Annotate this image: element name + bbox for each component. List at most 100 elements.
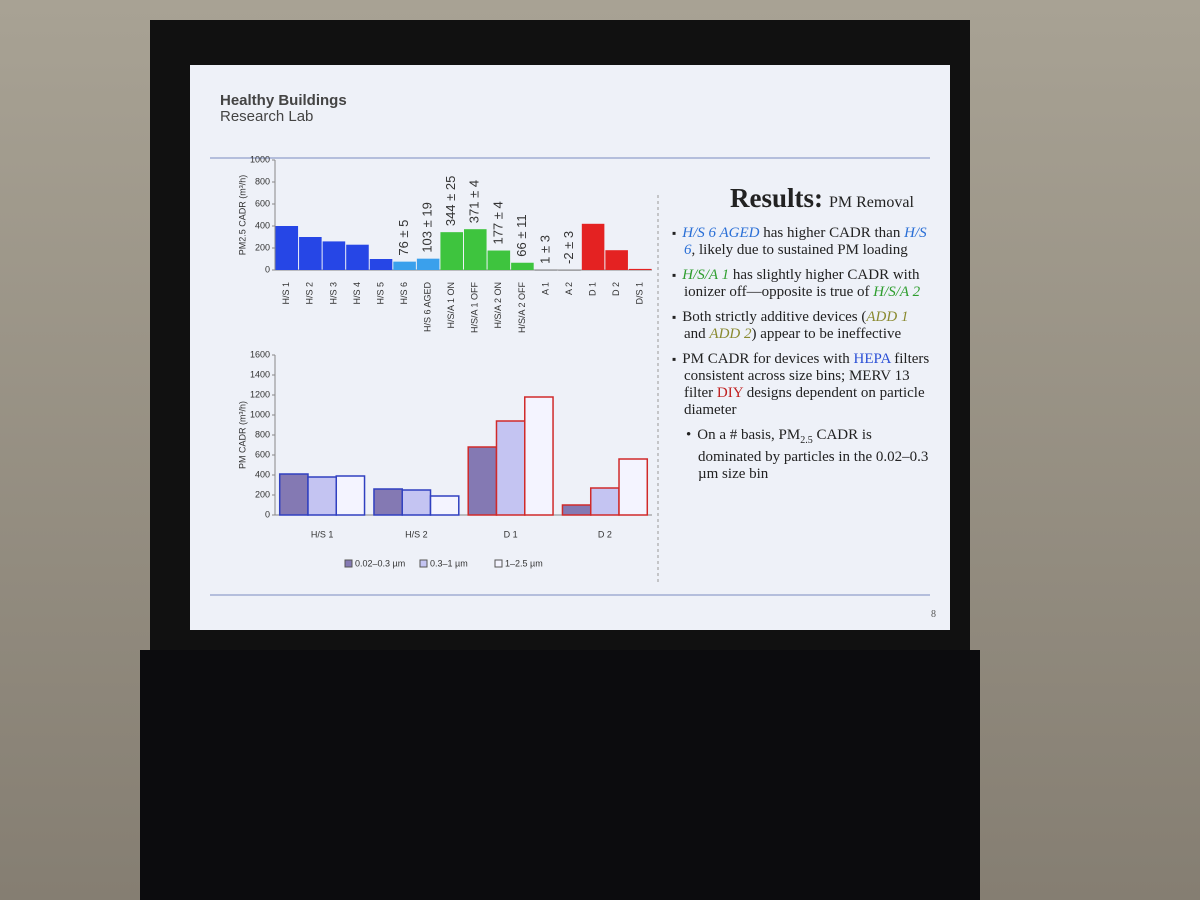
bullet-text: 2.5: [800, 435, 813, 446]
y-axis-label: PM CADR (m³/h): [237, 401, 247, 469]
bullet-text: ) appear to be ineffective: [751, 326, 902, 342]
legend-label: 0.02–0.3 µm: [355, 558, 405, 568]
title-sub: PM Removal: [829, 194, 914, 211]
bullet-text: On a # basis, PM: [697, 427, 801, 443]
x-tick-label: H/S/A 1 OFF: [470, 282, 480, 334]
bar: [628, 268, 652, 270]
y-tick-label: 0: [265, 264, 270, 274]
bullet-text: Both strictly additive devices (: [682, 309, 867, 325]
value-label: 66 ± 11: [514, 214, 529, 256]
y-axis-label: PM2.5 CADR (m³/h): [237, 175, 247, 256]
y-tick-label: 200: [255, 489, 270, 499]
bar: [369, 259, 393, 270]
bar: [275, 226, 299, 270]
bullet-text: H/S/A 1: [682, 267, 730, 283]
y-tick-label: 1400: [250, 369, 270, 379]
x-tick-label: H/S 4: [352, 282, 362, 305]
x-tick-label: A 2: [564, 282, 574, 295]
bullet-text: has higher CADR than: [759, 225, 905, 241]
x-tick-label: H/S 3: [328, 282, 338, 305]
value-label: -2 ± 3: [561, 231, 576, 264]
bullet-text: CADR is dominated by particles in the 0.…: [698, 427, 929, 482]
x-tick-label: H/S/A 2 ON: [493, 282, 503, 329]
bullet-text: PM CADR for devices with: [682, 351, 854, 367]
x-tick-label: H/S 1: [281, 282, 291, 305]
legend-swatch: [344, 559, 353, 568]
bar: [373, 488, 403, 516]
slide-title: Results: PM Removal: [730, 183, 914, 214]
bullet: H/S 6 AGED has higher CADR than H/S 6, l…: [668, 225, 930, 259]
bar: [307, 476, 338, 516]
x-tick-label: H/S/A 1 ON: [446, 282, 456, 329]
bullet-text: , likely due to sustained PM loading: [691, 242, 908, 258]
x-tick-label: D 1: [587, 282, 597, 296]
bar: [467, 446, 498, 516]
bullet-text: HEPA: [853, 351, 891, 367]
bullet: H/S/A 1 has slightly higher CADR with io…: [668, 267, 930, 301]
bar: [524, 396, 554, 516]
bar: [322, 241, 346, 270]
bar: [495, 420, 526, 516]
x-tick-label: D 2: [598, 529, 612, 539]
y-tick-label: 800: [255, 429, 270, 439]
bar: [429, 495, 460, 516]
bullet: Both strictly additive devices (ADD 1 an…: [668, 309, 930, 343]
bullet-text: H/S/A 2: [873, 284, 921, 300]
x-tick-label: H/S 5: [375, 282, 385, 305]
bar: [605, 250, 628, 270]
x-tick-label: H/S/A 2 OFF: [517, 282, 527, 334]
x-tick-label: A 1: [540, 282, 550, 295]
bullet-text: ADD 1: [866, 309, 909, 325]
value-label: 76 ± 5: [396, 220, 411, 256]
logo-line: Healthy Buildings: [220, 93, 347, 109]
x-tick-label: H/S 6: [399, 282, 409, 305]
bar: [464, 229, 487, 270]
bar: [299, 237, 322, 270]
screen-skirt: [140, 650, 980, 900]
y-tick-label: 800: [255, 176, 270, 186]
y-tick-label: 1600: [250, 349, 270, 359]
bullet-text: has slightly higher CADR with ionizer of…: [684, 267, 920, 300]
x-tick-label: H/S 2: [405, 529, 428, 539]
bar: [346, 244, 369, 270]
page-number: 8: [931, 609, 936, 620]
y-tick-label: 1000: [250, 154, 270, 164]
logo-text: Research Lab: [220, 108, 314, 125]
x-tick-label: D/S 1: [635, 282, 645, 305]
bar: [618, 458, 649, 516]
bullet-list: H/S 6 AGED has higher CADR than H/S 6, l…: [668, 225, 930, 489]
x-tick-label: H/S 2: [305, 282, 315, 305]
y-tick-label: 400: [255, 469, 270, 479]
bullet-text: designs dependent on particle diameter: [684, 385, 925, 418]
value-label: 177 ± 4: [490, 201, 505, 244]
slide: 0 200 400 600 800 1000 PM2.5 CADR (m³/h) H/S 1 H…: [190, 65, 950, 630]
y-tick-label: 1200: [250, 389, 270, 399]
bar: [534, 269, 558, 271]
y-tick-label: 400: [255, 220, 270, 230]
bar: [401, 489, 432, 516]
legend-label: 1–2.5 µm: [505, 558, 543, 568]
bullet-text: and: [684, 326, 710, 342]
bullet: PM CADR for devices with HEPA filters co…: [668, 351, 930, 419]
bar: [581, 223, 605, 270]
bar: [589, 487, 620, 516]
bullet-text: H/S 6: [684, 225, 927, 258]
bullet-text: H/S 6 AGED: [682, 225, 760, 241]
bullet: On a # basis, PM2.5 CADR is dominated by…: [668, 427, 930, 483]
legend-swatch: [419, 559, 428, 568]
bar: [558, 270, 581, 271]
title-main: Results:: [730, 183, 823, 213]
value-label: 1 ± 3: [537, 235, 552, 264]
bar: [561, 504, 592, 516]
bar: [393, 261, 416, 270]
x-tick-label: H/S 6 AGED: [423, 282, 433, 333]
bar: [487, 250, 511, 270]
bar: [335, 475, 366, 516]
x-tick-label: D 1: [504, 529, 518, 539]
logo: Healthy Buildings Research Lab: [220, 93, 347, 125]
value-label: 103 ± 19: [420, 202, 435, 253]
x-tick-label: D 2: [611, 282, 621, 296]
x-tick-label: H/S 1: [311, 529, 334, 539]
y-tick-label: 0: [265, 509, 270, 519]
